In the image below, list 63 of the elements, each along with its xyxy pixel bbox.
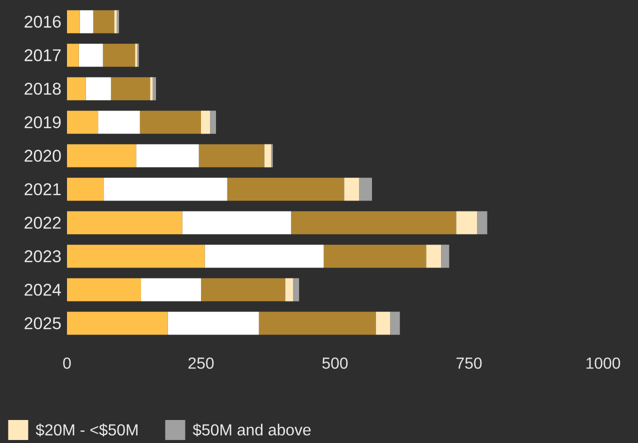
bar (104, 178, 228, 201)
y-tick-label: 2022 (24, 216, 61, 229)
bar (344, 178, 360, 201)
bar (293, 278, 300, 302)
bar (291, 211, 456, 234)
bar (204, 244, 324, 268)
y-tick-label: 2025 (24, 317, 61, 330)
bar (114, 10, 117, 34)
bar (359, 178, 372, 201)
x-tick-label: 250 (188, 358, 214, 369)
bar (93, 10, 114, 34)
y-tick-label: 2021 (24, 183, 61, 196)
bar (67, 10, 80, 34)
bar (152, 77, 156, 100)
bar (67, 110, 98, 134)
bar (285, 278, 294, 302)
bar (324, 244, 426, 268)
bar (456, 211, 478, 234)
bar (67, 244, 205, 268)
x-tick-label: 0 (63, 358, 71, 369)
bar (441, 244, 450, 268)
bar (86, 77, 111, 100)
bar (67, 44, 79, 67)
x-tick-label: 750 (456, 358, 482, 369)
bar (150, 77, 153, 100)
y-tick-label: 2018 (24, 82, 61, 95)
bar (376, 312, 390, 335)
bar (67, 77, 86, 100)
bar (201, 278, 286, 302)
bar (390, 312, 400, 335)
bar (210, 110, 216, 134)
bar (67, 278, 141, 302)
legend-label: $20M - <$50M (36, 424, 138, 436)
bar (136, 144, 199, 168)
bar (102, 44, 136, 67)
bar (264, 144, 272, 168)
bar (98, 110, 140, 134)
bar (426, 244, 442, 268)
bar (140, 278, 201, 302)
y-tick-label: 2019 (24, 116, 61, 128)
bar (477, 211, 488, 234)
x-tick-label: 1000 (586, 358, 620, 369)
y-tick-label: 2016 (24, 16, 61, 28)
bar (198, 144, 264, 168)
bar (168, 312, 259, 335)
y-tick-label: 2023 (24, 250, 61, 262)
bar (67, 178, 104, 201)
bar (78, 44, 103, 67)
bar (67, 144, 136, 168)
y-tick-label: 2024 (24, 284, 61, 296)
x-tick-label: 500 (322, 358, 348, 369)
bar (182, 211, 292, 234)
bar (110, 77, 150, 100)
legend-label: $50M and above (192, 424, 311, 436)
bar (201, 110, 210, 134)
bar (80, 10, 94, 34)
y-tick-label: 2017 (24, 49, 61, 62)
bar (140, 110, 201, 134)
bar (227, 178, 344, 201)
y-tick-label: 2020 (24, 150, 61, 162)
bar (67, 312, 168, 335)
bar (258, 312, 376, 335)
bar (67, 211, 182, 234)
